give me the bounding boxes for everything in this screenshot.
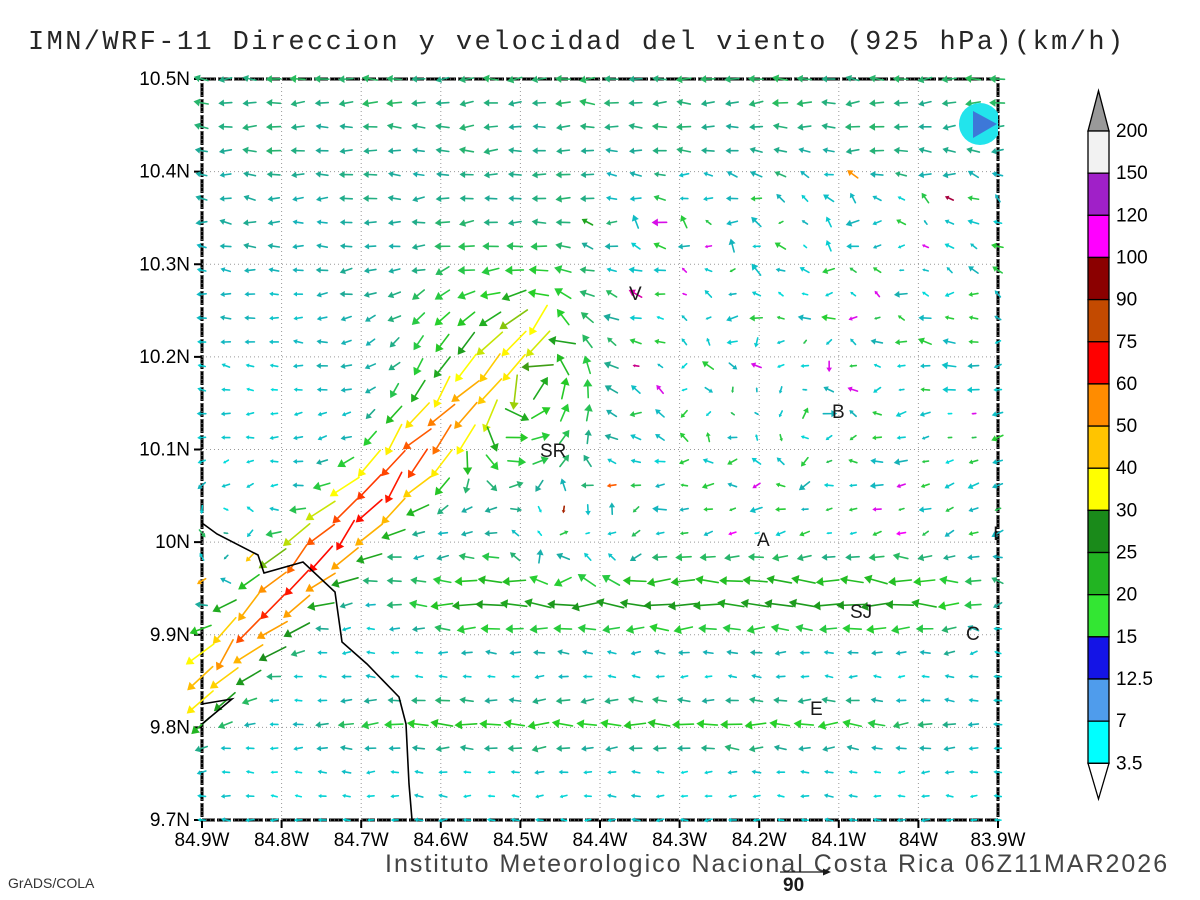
svg-text:75: 75	[1116, 332, 1137, 353]
svg-text:3.5: 3.5	[1116, 753, 1142, 774]
svg-text:V: V	[629, 284, 642, 305]
svg-text:A: A	[757, 530, 770, 551]
svg-text:84W: 84W	[899, 830, 938, 851]
svg-text:84.7W: 84.7W	[334, 830, 389, 851]
svg-text:40: 40	[1116, 458, 1137, 479]
svg-text:9.7N: 9.7N	[150, 810, 190, 831]
svg-text:30: 30	[1116, 500, 1137, 521]
svg-text:84.1W: 84.1W	[811, 830, 866, 851]
svg-text:84.5W: 84.5W	[493, 830, 548, 851]
svg-text:15: 15	[1116, 627, 1137, 648]
svg-text:10.1N: 10.1N	[139, 440, 190, 461]
svg-text:9.8N: 9.8N	[150, 717, 190, 738]
svg-text:84.4W: 84.4W	[573, 830, 628, 851]
svg-text:I: I	[993, 524, 998, 545]
svg-text:25: 25	[1116, 543, 1137, 564]
svg-text:150: 150	[1116, 163, 1148, 184]
svg-text:84.9W: 84.9W	[175, 830, 230, 851]
svg-text:SJ: SJ	[850, 602, 872, 623]
svg-text:120: 120	[1116, 205, 1148, 226]
svg-text:10.4N: 10.4N	[139, 162, 190, 183]
svg-text:10.3N: 10.3N	[139, 254, 190, 275]
svg-text:10N: 10N	[155, 532, 190, 553]
svg-text:7: 7	[1116, 711, 1127, 732]
svg-text:84.6W: 84.6W	[413, 830, 468, 851]
svg-text:60: 60	[1116, 374, 1137, 395]
svg-text:84.3W: 84.3W	[652, 830, 707, 851]
svg-text:E: E	[810, 699, 823, 720]
svg-text:B: B	[832, 402, 845, 423]
svg-text:50: 50	[1116, 416, 1137, 437]
svg-text:20: 20	[1116, 585, 1137, 606]
svg-text:10.5N: 10.5N	[139, 69, 190, 90]
svg-text:C: C	[966, 624, 980, 645]
svg-text:84.8W: 84.8W	[254, 830, 309, 851]
svg-text:100: 100	[1116, 247, 1148, 268]
svg-text:9.9N: 9.9N	[150, 625, 190, 646]
svg-text:200: 200	[1116, 121, 1148, 142]
svg-text:10.2N: 10.2N	[139, 347, 190, 368]
svg-text:12.5: 12.5	[1116, 669, 1153, 690]
svg-text:84.2W: 84.2W	[732, 830, 787, 851]
svg-text:90: 90	[1116, 290, 1137, 311]
svg-text:SR: SR	[540, 441, 566, 462]
svg-text:83.9W: 83.9W	[971, 830, 1026, 851]
